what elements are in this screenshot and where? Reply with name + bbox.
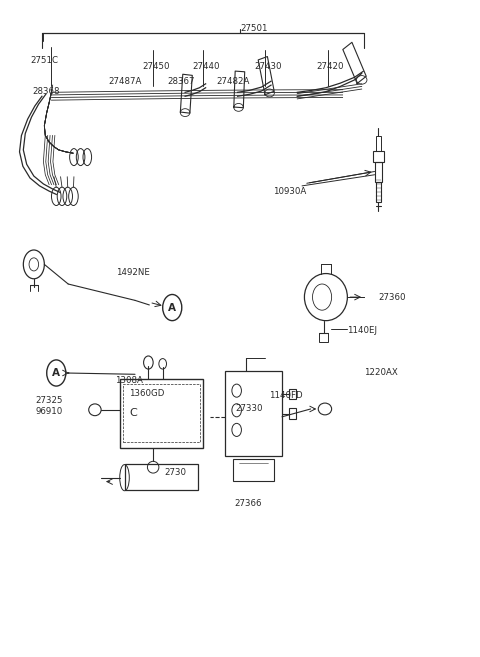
Bar — [289, 408, 296, 419]
Bar — [375, 136, 381, 150]
Text: 27325: 27325 — [36, 396, 63, 405]
Text: 96910: 96910 — [36, 407, 63, 416]
Text: 27366: 27366 — [234, 499, 262, 509]
Text: A: A — [52, 368, 60, 378]
Text: 1308A: 1308A — [115, 376, 143, 386]
Text: 27330: 27330 — [235, 404, 263, 413]
Text: 1140EJ: 1140EJ — [348, 326, 377, 335]
Text: 2751C: 2751C — [30, 56, 58, 65]
Text: 27430: 27430 — [254, 62, 282, 72]
Text: A: A — [168, 303, 176, 313]
Text: 27487A: 27487A — [109, 77, 142, 85]
Text: 10930A: 10930A — [274, 187, 307, 196]
Text: 27440: 27440 — [192, 62, 220, 72]
Text: 28367: 28367 — [168, 77, 195, 85]
Text: 1140FD: 1140FD — [269, 391, 302, 399]
Text: 1492NE: 1492NE — [116, 269, 150, 277]
Bar — [233, 459, 275, 481]
Bar — [372, 150, 384, 162]
Text: 27450: 27450 — [142, 62, 169, 72]
Text: 28368: 28368 — [33, 87, 60, 96]
Bar — [225, 371, 282, 456]
Bar — [120, 379, 203, 447]
Text: 27482A: 27482A — [216, 77, 250, 85]
Bar — [374, 162, 382, 182]
Text: 2730: 2730 — [165, 468, 187, 477]
Text: 1220AX: 1220AX — [364, 368, 398, 377]
Bar — [289, 389, 296, 399]
Text: C: C — [129, 408, 137, 419]
Text: 27360: 27360 — [378, 292, 406, 302]
Bar — [122, 384, 200, 442]
Bar — [124, 464, 199, 490]
Text: 27420: 27420 — [316, 62, 344, 72]
Bar — [319, 333, 328, 342]
Text: 1360GD: 1360GD — [129, 390, 165, 398]
Bar — [375, 182, 381, 202]
Text: 27501: 27501 — [240, 24, 267, 34]
